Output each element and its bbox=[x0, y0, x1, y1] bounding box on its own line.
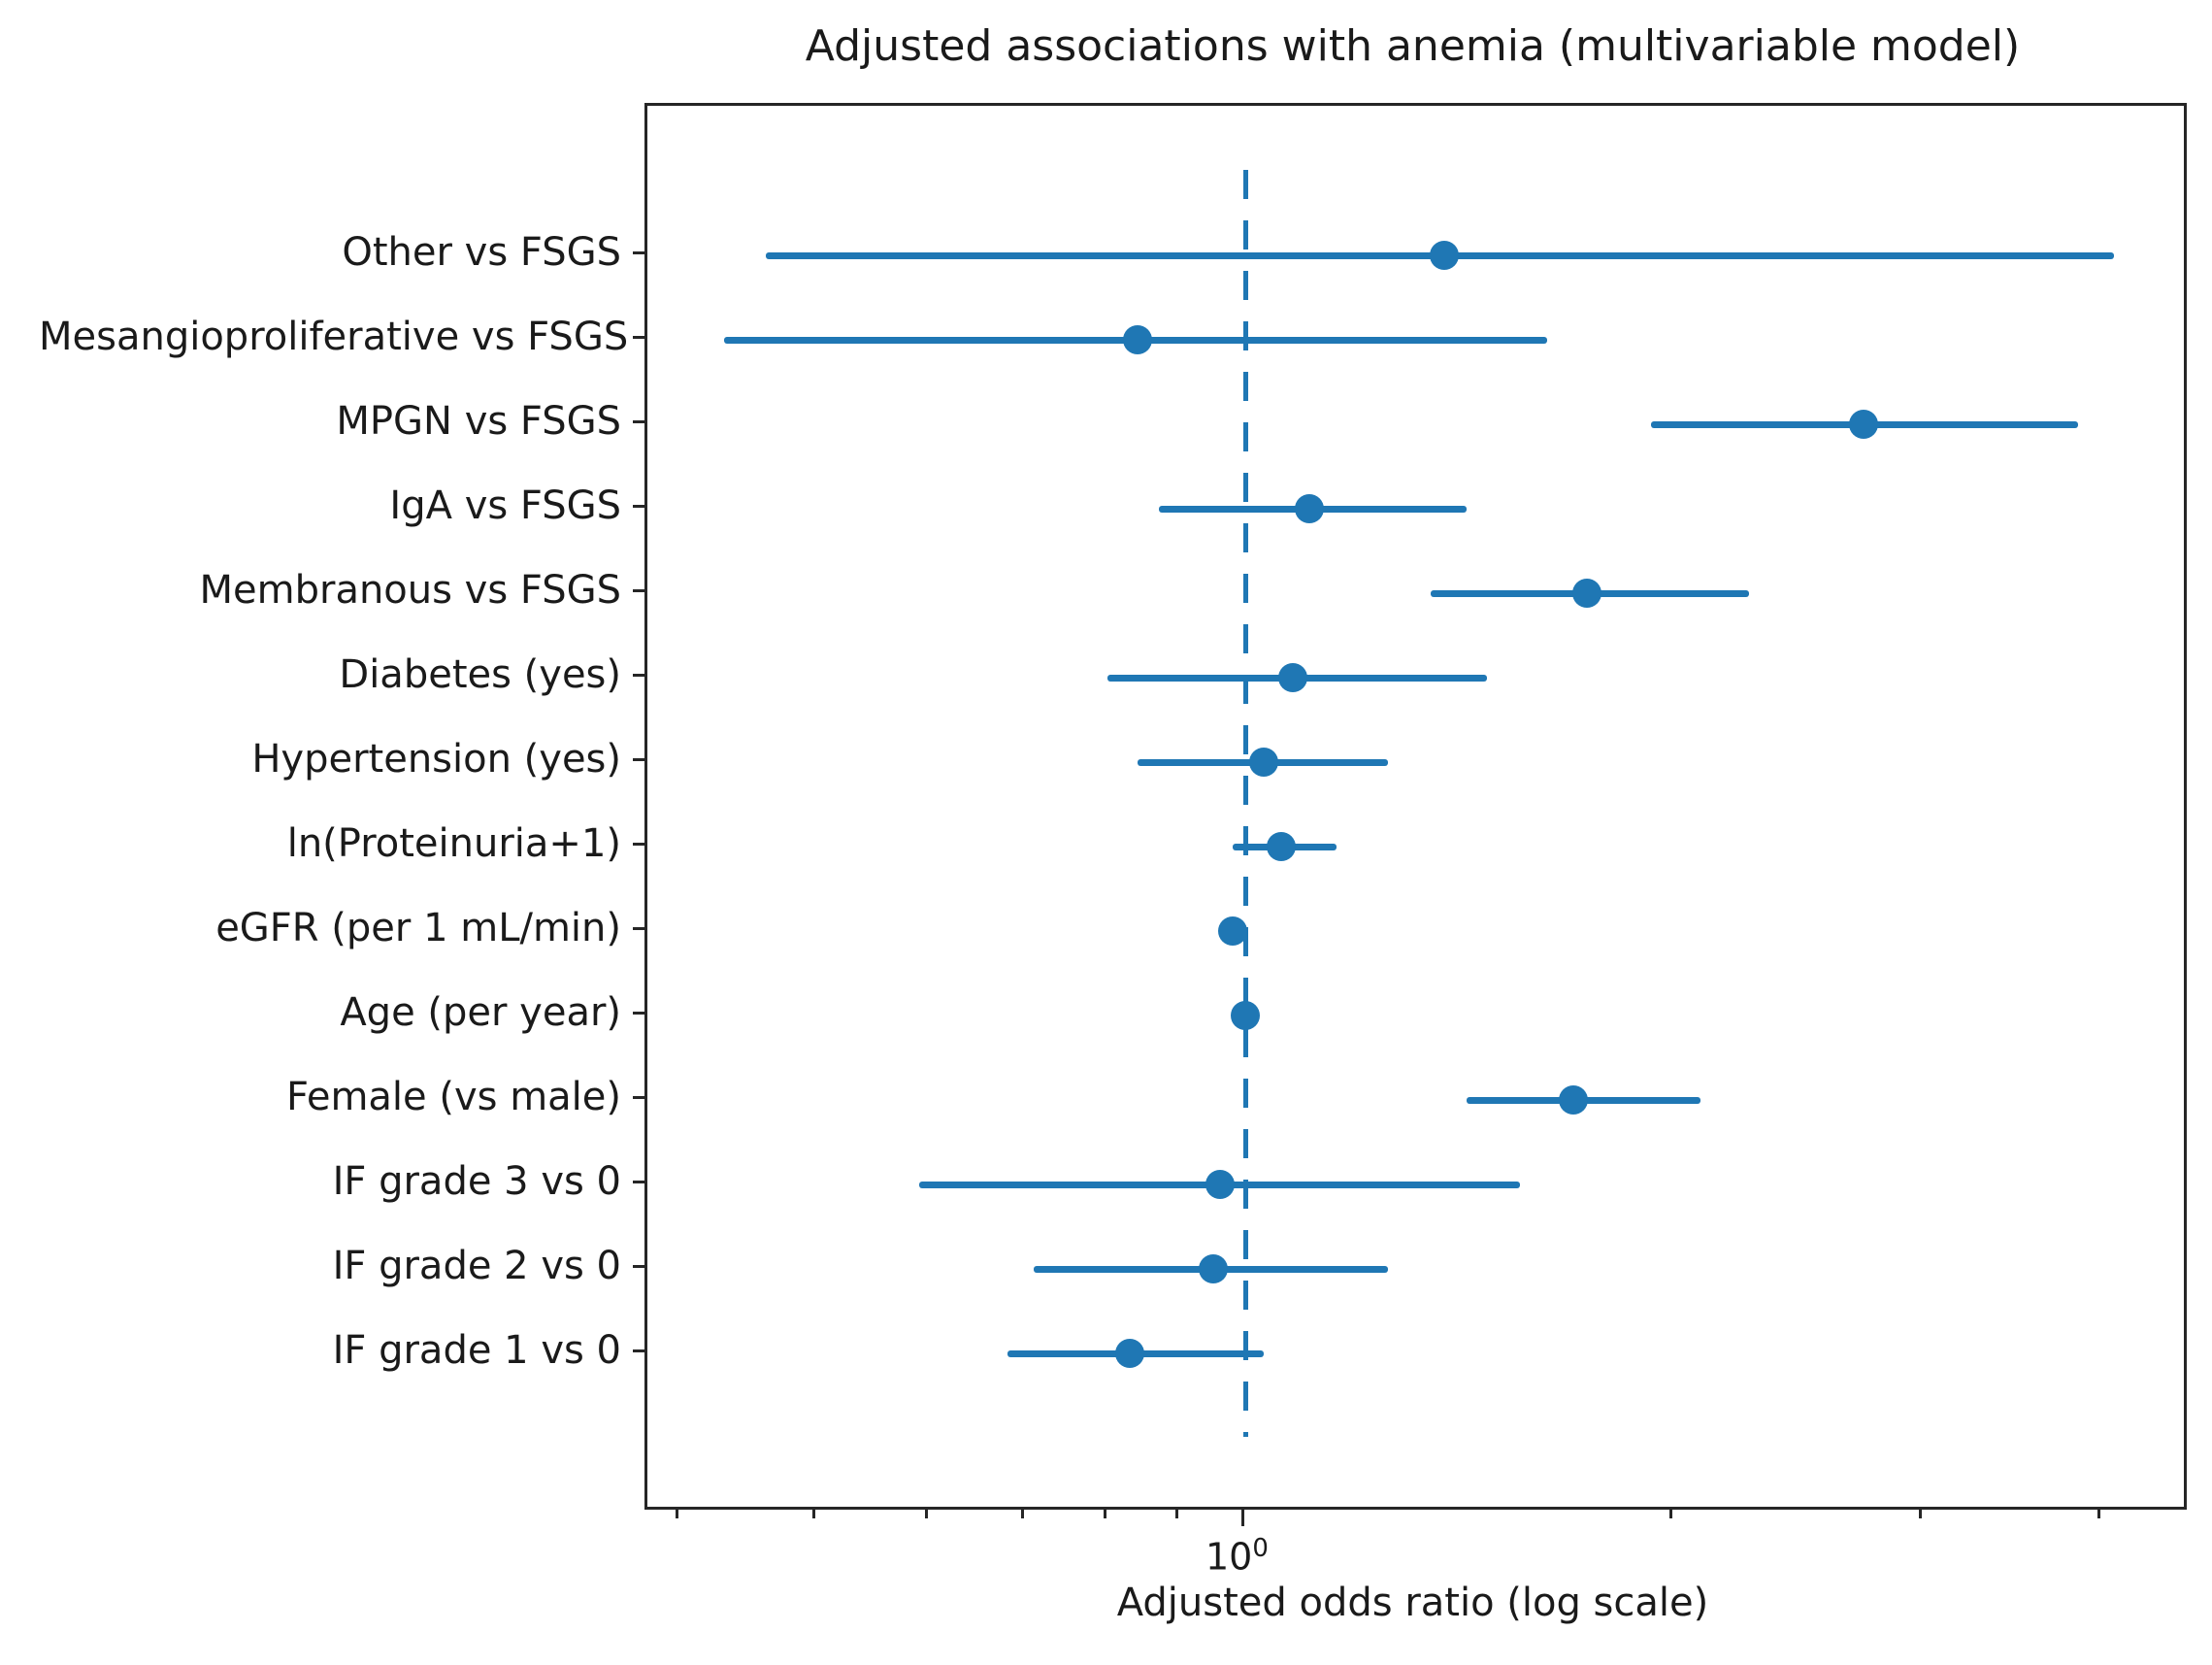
x-minor-tick bbox=[1103, 1507, 1106, 1518]
x-minor-tick bbox=[675, 1507, 678, 1518]
x-minor-tick bbox=[1668, 1507, 1672, 1518]
or-marker bbox=[1199, 1254, 1229, 1283]
or-marker bbox=[1218, 916, 1248, 946]
or-marker bbox=[1248, 748, 1278, 777]
x-minor-tick bbox=[812, 1507, 816, 1518]
y-tick bbox=[633, 1264, 644, 1268]
y-tick bbox=[633, 1349, 644, 1352]
y-tick bbox=[633, 419, 644, 423]
chart-title: Adjusted associations with anemia (multi… bbox=[805, 21, 2021, 71]
x-minor-tick bbox=[1020, 1507, 1024, 1518]
x-minor-tick bbox=[1175, 1507, 1179, 1518]
y-axis-label: ln(Proteinuria+1) bbox=[286, 821, 621, 866]
x-tick-label: 100 bbox=[1205, 1534, 1269, 1579]
y-axis-label: Other vs FSGS bbox=[342, 230, 621, 275]
y-axis-label: IF grade 3 vs 0 bbox=[332, 1159, 621, 1204]
y-tick bbox=[633, 1095, 644, 1099]
y-tick bbox=[633, 1011, 644, 1015]
plot-area bbox=[644, 103, 2187, 1510]
y-tick bbox=[633, 757, 644, 761]
y-axis-label: Mesangioproliferative vs FSGS bbox=[39, 315, 629, 359]
or-marker bbox=[1295, 494, 1325, 523]
or-marker bbox=[1267, 832, 1297, 861]
or-marker bbox=[1572, 579, 1602, 608]
x-minor-tick bbox=[925, 1507, 929, 1518]
or-marker bbox=[1558, 1085, 1588, 1115]
x-minor-tick bbox=[1919, 1507, 1923, 1518]
x-axis-label: Adjusted odds ratio (log scale) bbox=[1116, 1581, 1709, 1625]
x-major-tick bbox=[1240, 1507, 1244, 1526]
y-tick bbox=[633, 842, 644, 846]
or-marker bbox=[1123, 325, 1153, 354]
y-tick bbox=[633, 673, 644, 677]
or-marker bbox=[1231, 1001, 1260, 1030]
y-tick bbox=[633, 926, 644, 930]
y-tick bbox=[633, 1180, 644, 1183]
y-axis-label: Female (vs male) bbox=[286, 1075, 621, 1119]
y-axis-label: Hypertension (yes) bbox=[251, 737, 621, 782]
y-tick bbox=[633, 335, 644, 339]
y-axis-label: Age (per year) bbox=[340, 990, 621, 1035]
y-tick bbox=[633, 504, 644, 508]
y-axis-label: IgA vs FSGS bbox=[389, 483, 621, 528]
or-marker bbox=[1848, 410, 1878, 439]
y-axis-label: eGFR (per 1 mL/min) bbox=[215, 906, 621, 950]
y-tick bbox=[633, 250, 644, 254]
y-axis-label: Membranous vs FSGS bbox=[199, 568, 621, 613]
y-axis-label: MPGN vs FSGS bbox=[336, 399, 621, 444]
or-marker bbox=[1115, 1339, 1145, 1368]
or-marker bbox=[1205, 1170, 1236, 1199]
or-marker bbox=[1277, 663, 1307, 692]
y-tick bbox=[633, 588, 644, 592]
or-marker bbox=[1429, 241, 1459, 270]
reference-line-or-1 bbox=[1242, 170, 1248, 1437]
y-axis-label: IF grade 2 vs 0 bbox=[332, 1244, 621, 1288]
y-axis-label: Diabetes (yes) bbox=[339, 652, 621, 697]
y-axis-label: IF grade 1 vs 0 bbox=[332, 1328, 621, 1373]
x-minor-tick bbox=[2096, 1507, 2100, 1518]
